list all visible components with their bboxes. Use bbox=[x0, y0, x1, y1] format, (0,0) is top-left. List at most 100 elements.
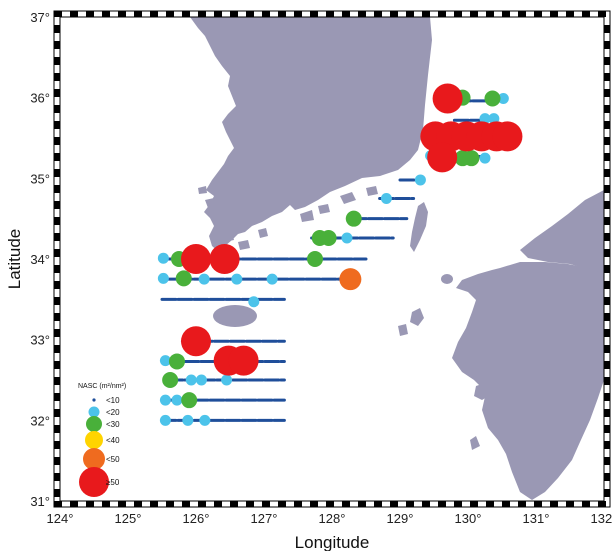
frame-segment bbox=[54, 457, 60, 465]
frame-segment bbox=[604, 345, 610, 353]
nasc-point-lt20 bbox=[171, 394, 183, 406]
legend-symbol-lt20 bbox=[88, 406, 100, 418]
frame-segment bbox=[470, 11, 478, 17]
frame-segment bbox=[604, 249, 610, 257]
nasc-point-lt20 bbox=[159, 414, 171, 426]
frame-segment bbox=[604, 457, 610, 465]
landmass-iki bbox=[441, 274, 453, 284]
frame-segment bbox=[54, 425, 60, 433]
nasc-point-lt20 bbox=[231, 273, 243, 285]
frame-segment bbox=[502, 11, 510, 17]
map-frame bbox=[53, 10, 611, 508]
frame-segment bbox=[438, 11, 446, 17]
frame-segment bbox=[198, 11, 206, 17]
nasc-point-ge50 bbox=[492, 121, 523, 152]
frame-segment bbox=[54, 409, 60, 417]
nasc-point-lt30 bbox=[463, 150, 480, 167]
frame-segment bbox=[604, 409, 610, 417]
frame-segment bbox=[86, 11, 94, 17]
nasc-point-lt30 bbox=[162, 372, 179, 388]
frame-segment bbox=[54, 73, 60, 81]
frame-segment bbox=[262, 501, 270, 507]
frame-segment bbox=[604, 105, 610, 113]
frame-segment bbox=[604, 201, 610, 209]
frame-segment bbox=[54, 41, 60, 49]
frame-segment bbox=[534, 11, 542, 17]
x-axis-title: Longitude bbox=[295, 533, 370, 551]
frame-segment bbox=[518, 11, 526, 17]
nasc-legend: NASC (m²/nm²) <10 <20 <30 <40 <50 ≥50 bbox=[78, 383, 126, 497]
frame-segment bbox=[246, 501, 254, 507]
frame-segment bbox=[326, 11, 334, 17]
frame-segment bbox=[604, 361, 610, 369]
latitude-tick-label: 32° bbox=[30, 413, 50, 428]
landmass-korea bbox=[190, 17, 432, 252]
frame-segment bbox=[604, 489, 610, 497]
longitude-tick-label: 128° bbox=[319, 511, 346, 526]
frame-segment bbox=[214, 11, 222, 17]
frame-segment bbox=[54, 501, 62, 507]
frame-segment bbox=[604, 377, 610, 385]
frame-segment bbox=[54, 393, 60, 401]
landmass-jeju bbox=[213, 305, 257, 327]
frame-segment bbox=[604, 73, 610, 81]
frame-segment bbox=[54, 233, 60, 241]
nasc-point-ge50 bbox=[427, 142, 458, 173]
frame-segment bbox=[54, 25, 60, 33]
legend-symbol-lt30 bbox=[86, 416, 102, 432]
frame-segment bbox=[102, 11, 110, 17]
frame-segment bbox=[54, 201, 60, 209]
nasc-point-lt20 bbox=[341, 232, 353, 244]
latitude-tick-label: 33° bbox=[30, 333, 50, 348]
frame-segment bbox=[582, 11, 590, 17]
legend-symbol-lt40 bbox=[85, 431, 103, 449]
longitude-tick-label: 130° bbox=[455, 511, 482, 526]
longitude-tick-label: 129° bbox=[387, 511, 414, 526]
frame-segment bbox=[358, 501, 366, 507]
nasc-point-ge50 bbox=[181, 244, 211, 274]
frame-segment bbox=[406, 11, 414, 17]
nasc-point-lt20 bbox=[497, 92, 509, 104]
frame-segment bbox=[198, 501, 206, 507]
frame-segment bbox=[294, 11, 302, 17]
frame-segment bbox=[54, 153, 60, 161]
frame-segment bbox=[182, 11, 190, 17]
frame-segment bbox=[134, 11, 142, 17]
frame-segment bbox=[70, 501, 78, 507]
nasc-point-lt20 bbox=[414, 174, 426, 186]
longitude-tick-label: 132° bbox=[591, 511, 612, 526]
legend-title: NASC (m²/nm²) bbox=[78, 383, 126, 390]
frame-segment bbox=[604, 329, 610, 337]
legend-label: <30 bbox=[106, 420, 120, 429]
nasc-point-lt20 bbox=[479, 113, 491, 125]
frame-segment bbox=[604, 297, 610, 305]
nasc-point-lt30 bbox=[345, 210, 362, 227]
nasc-point-ge50 bbox=[181, 326, 211, 357]
frame-segment bbox=[470, 501, 478, 507]
frame-segment bbox=[390, 11, 398, 17]
frame-segment bbox=[150, 11, 158, 17]
frame-segment bbox=[604, 441, 610, 449]
frame-segment bbox=[166, 501, 174, 507]
nasc-point-lt20 bbox=[221, 374, 233, 386]
frame-segment bbox=[604, 121, 610, 129]
frame-segment bbox=[54, 217, 60, 225]
frame-segment bbox=[604, 57, 610, 65]
latitude-tick-label: 37° bbox=[30, 10, 50, 25]
nasc-point-lt20 bbox=[157, 272, 169, 284]
frame-segment bbox=[486, 11, 494, 17]
legend-label: <50 bbox=[106, 455, 120, 464]
frame-segment bbox=[54, 11, 62, 17]
frame-segment bbox=[406, 501, 414, 507]
frame-segment bbox=[54, 489, 60, 497]
frame-segment bbox=[278, 11, 286, 17]
longitude-tick-label: 126° bbox=[183, 511, 210, 526]
frame-segment bbox=[534, 501, 542, 507]
longitude-tick-label: 125° bbox=[115, 511, 142, 526]
legend-label: <20 bbox=[106, 408, 120, 417]
frame-segment bbox=[604, 89, 610, 97]
frame-segment bbox=[566, 501, 574, 507]
latitude-tick-labels: 31° 32° 33° 34° 35° 36° 37° bbox=[30, 10, 50, 509]
frame-segment bbox=[54, 121, 60, 129]
nasc-point-lt20 bbox=[159, 394, 171, 406]
